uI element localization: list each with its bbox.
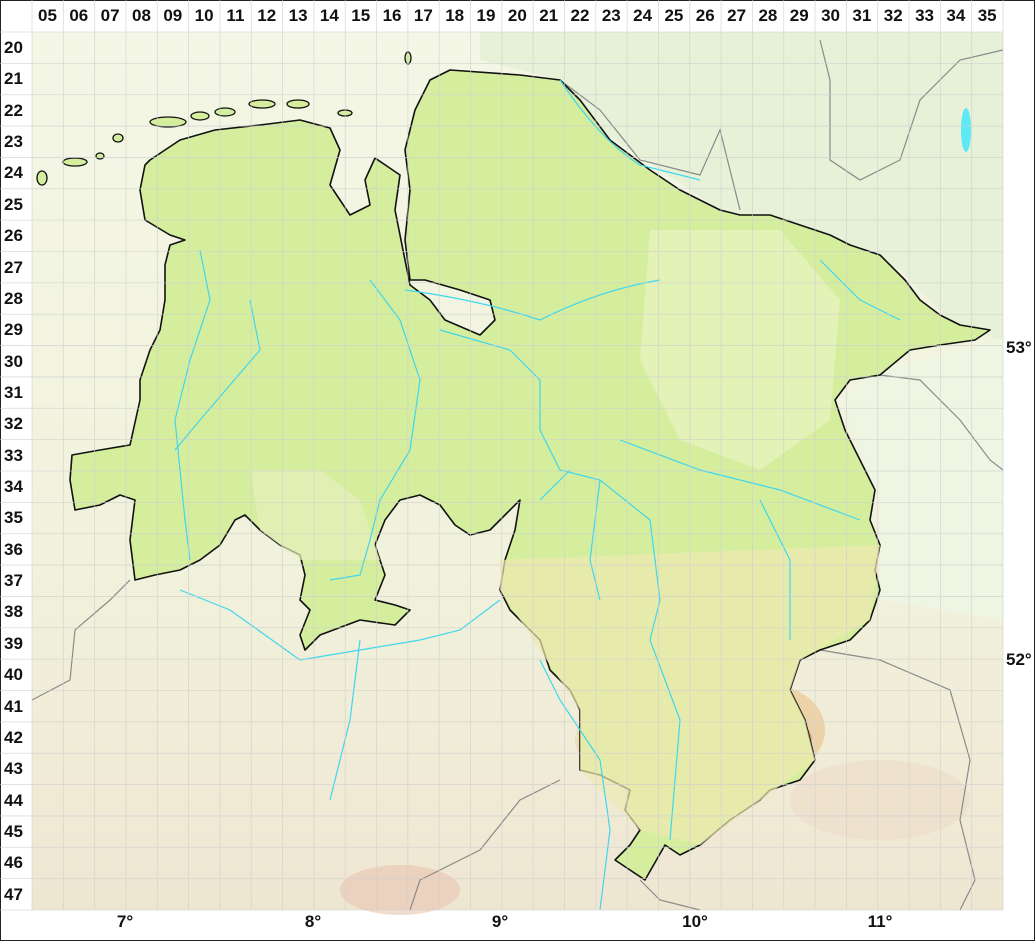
row-label: 24 xyxy=(4,163,23,183)
column-label: 35 xyxy=(977,6,997,25)
row-label: 36 xyxy=(4,539,23,559)
column-label: 09 xyxy=(163,6,183,25)
row-label: 40 xyxy=(4,665,23,685)
row-label: 29 xyxy=(4,320,23,340)
column-label: 07 xyxy=(100,6,120,25)
row-label: 27 xyxy=(4,257,23,277)
column-label: 26 xyxy=(695,6,715,25)
column-label: 10 xyxy=(194,6,214,25)
row-label: 21 xyxy=(4,69,23,89)
row-label: 33 xyxy=(4,445,23,465)
row-label: 45 xyxy=(4,821,23,841)
row-label: 23 xyxy=(4,132,23,152)
row-label: 39 xyxy=(4,633,23,653)
column-label: 11 xyxy=(226,6,245,25)
column-label: 30 xyxy=(821,6,841,25)
column-label: 20 xyxy=(507,6,527,25)
column-label: 22 xyxy=(570,6,590,25)
row-label: 28 xyxy=(4,288,23,308)
latitude-label: 53° xyxy=(1006,338,1032,357)
row-label: 41 xyxy=(4,696,23,716)
row-label: 22 xyxy=(4,100,23,120)
column-label: 08 xyxy=(131,6,151,25)
row-label: 42 xyxy=(4,727,23,747)
row-label: 25 xyxy=(4,194,23,214)
column-label: 15 xyxy=(351,6,371,25)
row-label: 35 xyxy=(4,508,23,528)
column-label: 28 xyxy=(758,6,778,25)
longitude-label: 9° xyxy=(491,912,509,931)
column-label: 25 xyxy=(664,6,684,25)
longitude-label: 10° xyxy=(682,912,708,931)
column-label: 12 xyxy=(257,6,277,25)
column-label: 32 xyxy=(883,6,903,25)
row-label: 38 xyxy=(4,602,23,622)
column-label: 13 xyxy=(288,6,308,25)
row-label: 47 xyxy=(4,884,23,904)
column-label: 31 xyxy=(852,6,872,25)
column-label: 14 xyxy=(319,6,339,25)
lake-icon xyxy=(961,108,971,152)
column-label: 34 xyxy=(946,6,966,25)
column-label: 16 xyxy=(382,6,402,25)
longitude-label: 7° xyxy=(116,912,134,931)
latitude-label: 52° xyxy=(1006,650,1032,669)
column-label: 21 xyxy=(539,6,559,25)
longitude-label: 8° xyxy=(304,912,322,931)
rivers xyxy=(174,79,901,911)
column-label: 23 xyxy=(601,6,621,25)
row-label: 26 xyxy=(4,226,23,246)
column-label: 17 xyxy=(413,6,433,25)
column-label: 18 xyxy=(445,6,465,25)
column-label: 05 xyxy=(38,6,57,25)
column-label: 06 xyxy=(69,6,89,25)
row-label: 32 xyxy=(4,414,23,434)
row-label: 20 xyxy=(4,38,23,57)
southern-hills xyxy=(340,865,460,915)
row-label: 43 xyxy=(4,759,23,779)
row-label: 37 xyxy=(4,571,23,591)
row-label: 30 xyxy=(4,351,23,371)
column-label: 29 xyxy=(789,6,809,25)
column-label: 19 xyxy=(476,6,496,25)
column-label: 27 xyxy=(727,6,747,25)
column-label: 33 xyxy=(915,6,934,25)
row-label: 34 xyxy=(4,477,23,496)
row-label: 31 xyxy=(4,382,23,402)
longitude-label: 11° xyxy=(867,912,893,931)
northern-neighbour-land xyxy=(480,32,1003,340)
grid-lines xyxy=(0,0,1004,911)
southern-hills-east xyxy=(790,760,970,840)
eastern-neighbour-land xyxy=(840,340,1003,620)
row-label: 44 xyxy=(4,790,23,810)
row-label: 46 xyxy=(4,853,23,873)
column-label: 24 xyxy=(633,6,653,25)
